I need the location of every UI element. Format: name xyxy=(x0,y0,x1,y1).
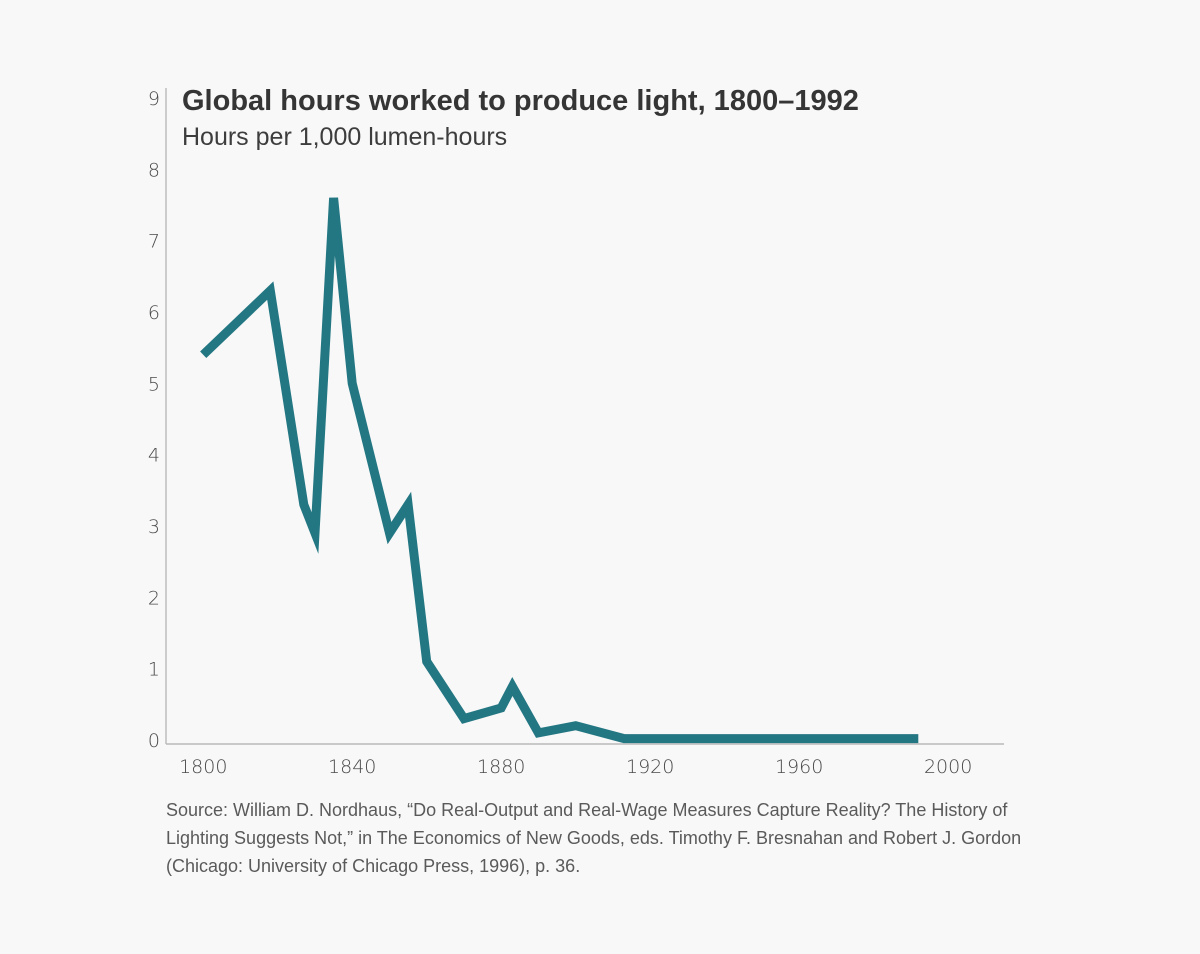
y-tick-label: 5 xyxy=(148,373,160,395)
x-tick-labels: 1800 1840 1880 1920 1960 2000 xyxy=(179,756,972,778)
chart-subtitle: Hours per 1,000 lumen-hours xyxy=(182,123,507,151)
y-tick-label: 4 xyxy=(148,445,160,467)
y-tick-label: 7 xyxy=(148,231,160,253)
y-tick-label: 2 xyxy=(148,587,160,609)
y-tick-label: 0 xyxy=(148,730,160,752)
chart-title: Global hours worked to produce light, 18… xyxy=(182,85,859,117)
x-tick-label: 1840 xyxy=(328,756,376,778)
series-line xyxy=(200,197,919,744)
y-tick-label: 3 xyxy=(148,516,160,538)
series-layer xyxy=(200,197,919,744)
y-tick-label: 8 xyxy=(148,159,160,181)
y-tick-label: 1 xyxy=(148,659,160,681)
x-tick-label: 1920 xyxy=(626,756,674,778)
source-note: Source: William D. Nordhaus, “Do Real-Ou… xyxy=(166,800,1022,876)
x-tick-label: 2000 xyxy=(924,756,972,778)
x-tick-label: 1800 xyxy=(179,756,227,778)
y-tick-label: 6 xyxy=(148,302,160,324)
x-tick-label: 1880 xyxy=(477,756,525,778)
x-tick-label: 1960 xyxy=(775,756,823,778)
y-tick-label: 9 xyxy=(148,88,160,110)
y-tick-labels: 0 1 2 3 4 5 6 7 8 9 xyxy=(148,88,160,752)
